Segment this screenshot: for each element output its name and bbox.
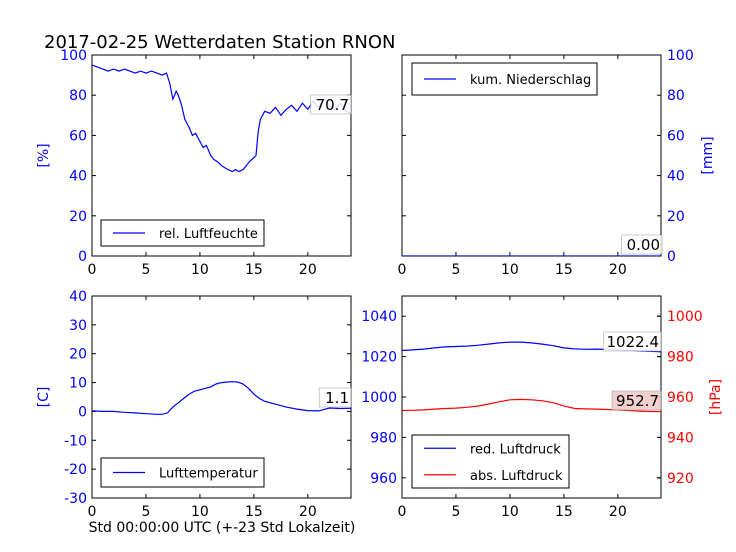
y2-tick-label: 940 — [667, 430, 694, 446]
y2-tick-label: 1000 — [667, 309, 703, 325]
x-tick-label: 0 — [88, 262, 97, 278]
series-line-0 — [92, 381, 351, 415]
last-value-box — [603, 331, 662, 352]
y-tick-label: 30 — [69, 318, 87, 334]
y-tick-label: -30 — [64, 491, 87, 507]
legend-label: red. Luftdruck — [470, 442, 561, 457]
y-tick-label: 980 — [370, 430, 397, 446]
last-value-label: 0.00 — [621, 234, 663, 255]
last-value-box — [310, 94, 352, 115]
x-tick-label: 5 — [141, 504, 150, 520]
x-tick-label: 0 — [398, 262, 407, 278]
panel-temperature: 0 5 10 15 20 -30 -20 -10 0 10 20 30 40 [C] Lufttempera… — [36, 289, 352, 520]
y-tick-label: 80 — [667, 88, 685, 104]
y-tick-label: 20 — [69, 209, 87, 225]
y-tick-label: 40 — [667, 169, 685, 185]
panel-humidity: 0 5 10 15 20 0 20 40 60 80 100 [%] rel. Luftfeuchte 7… — [36, 48, 352, 278]
x-axis-label: Std 00:00:00 UTC (+-23 Std Lokalzeit) — [89, 520, 356, 536]
x-tick-label: 5 — [141, 262, 150, 278]
last-value-text: 70.7 — [316, 96, 349, 114]
x-tick-label: 5 — [451, 504, 460, 520]
last-value-label: 952.7 — [611, 390, 662, 411]
y-axis-label: [%] — [36, 143, 52, 167]
y2-tick-label: 980 — [667, 350, 694, 366]
last-value-box — [621, 234, 663, 255]
y-tick-label: 60 — [69, 128, 87, 144]
y2-tick-label: 920 — [667, 471, 694, 487]
last-value-text: 0.00 — [627, 236, 660, 254]
x-tick-label: 20 — [299, 504, 317, 520]
last-value-label: 70.7 — [310, 94, 352, 115]
y2-tick-label: 960 — [667, 390, 694, 406]
x-tick-label: 20 — [299, 262, 317, 278]
last-value-label: 1.1 — [318, 387, 352, 408]
y-tick-label: 1040 — [361, 309, 397, 325]
y-tick-label: -10 — [64, 433, 87, 449]
y-tick-label: -20 — [64, 462, 87, 478]
panel-pressure: 0 5 10 15 20 960 980 1000 1020 1040 920 940 960 980 10… — [361, 295, 724, 520]
x-tick-label: 20 — [609, 262, 627, 278]
legend-label: Lufttemperatur — [159, 467, 258, 482]
panel-precipitation: 0 5 10 15 20 0 20 40 60 80 100 [mm] kum. Niederschla… — [398, 48, 716, 278]
last-value-text: 1.1 — [325, 389, 349, 407]
last-value-box — [318, 387, 352, 408]
y-tick-label: 0 — [667, 249, 676, 265]
plot-frame — [91, 54, 352, 257]
y-tick-label: 0 — [78, 404, 87, 420]
legend-box — [411, 434, 570, 489]
y-axis-label: [C] — [36, 387, 52, 408]
y-tick-label: 1020 — [361, 350, 397, 366]
x-tick-label: 0 — [398, 504, 407, 520]
legend-label: rel. Luftfeuchte — [159, 227, 258, 242]
y-tick-label: 80 — [69, 88, 87, 104]
last-value-label: 1022.4 — [603, 331, 662, 352]
x-tick-label: 10 — [501, 504, 519, 520]
x-tick-label: 5 — [451, 262, 460, 278]
legend-label: abs. Luftdruck — [470, 469, 563, 484]
y-tick-label: 40 — [69, 169, 87, 185]
x-tick-label: 10 — [191, 504, 209, 520]
x-tick-label: 15 — [555, 504, 573, 520]
last-value-box — [611, 390, 662, 411]
y-tick-label: 20 — [667, 209, 685, 225]
y-tick-label: 20 — [69, 347, 87, 363]
y-axis-label: [mm] — [700, 136, 716, 174]
x-tick-label: 0 — [88, 504, 97, 520]
y-tick-label: 100 — [60, 48, 87, 64]
y-tick-label: 1000 — [361, 390, 397, 406]
y-tick-label: 40 — [69, 289, 87, 305]
last-value-text: 1022.4 — [607, 333, 660, 351]
y-tick-label: 60 — [667, 128, 685, 144]
last-value-text: 952.7 — [616, 392, 659, 410]
series-line-0 — [92, 64, 351, 173]
legend-label: kum. Niederschlag — [470, 73, 591, 88]
x-tick-label: 20 — [609, 504, 627, 520]
x-tick-label: 10 — [191, 262, 209, 278]
y-tick-label: 960 — [370, 471, 397, 487]
x-tick-label: 15 — [245, 262, 263, 278]
x-tick-label: 15 — [555, 262, 573, 278]
figure-title: 2017-02-25 Wetterdaten Station RNON — [44, 32, 395, 53]
y2-axis-label: [hPa] — [708, 379, 724, 415]
y-tick-label: 10 — [69, 376, 87, 392]
x-tick-label: 10 — [501, 262, 519, 278]
y-tick-label: 100 — [667, 48, 694, 64]
y-tick-label: 0 — [78, 249, 87, 265]
x-tick-label: 15 — [245, 504, 263, 520]
